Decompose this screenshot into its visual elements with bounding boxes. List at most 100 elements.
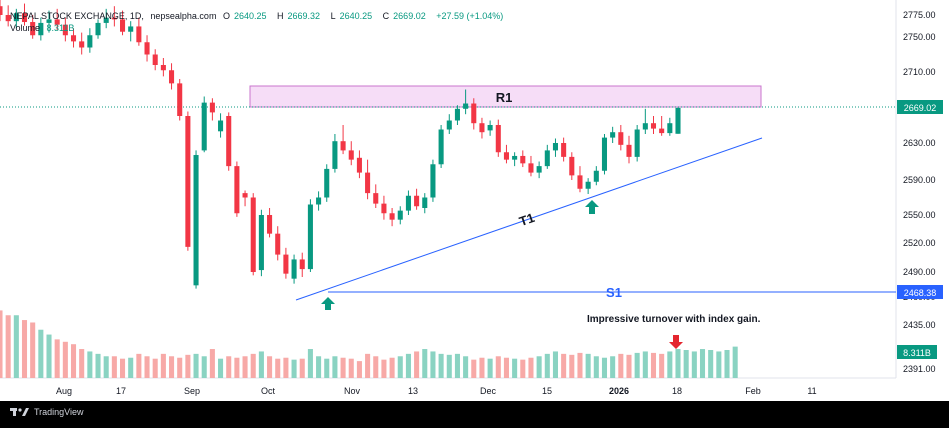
candle-body — [79, 41, 85, 48]
candle-body — [185, 116, 191, 247]
legend-symbol-row: NEPAL STOCK EXCHANGE, 1D, nepsealpha.com… — [10, 10, 507, 22]
volume-tag-label: 8.311B — [903, 348, 931, 358]
candle-body — [634, 129, 640, 157]
last-price-tag — [897, 100, 943, 114]
volume-bar — [732, 346, 738, 378]
candle-body — [405, 195, 411, 211]
volume-bar — [70, 344, 77, 378]
volume-bar — [471, 359, 477, 378]
candle-body — [365, 172, 371, 194]
candle-body — [650, 123, 657, 129]
price-tick-label: 2550.00 — [903, 210, 936, 220]
time-tick-label: 17 — [116, 386, 126, 396]
candle-body — [250, 197, 256, 272]
volume-bar — [119, 358, 126, 378]
down-arrow-icon — [669, 335, 683, 349]
volume-bar — [381, 359, 387, 378]
ohlc-open: O 2640.25 — [222, 11, 267, 21]
candle-body — [463, 103, 469, 109]
volume-bar — [634, 352, 640, 378]
volume-bar — [585, 353, 591, 378]
price-tick-label: 2490.00 — [903, 267, 936, 277]
volume-bar — [299, 358, 305, 378]
candle-body — [610, 132, 616, 138]
volume-bar — [454, 353, 460, 378]
candle-body — [169, 70, 175, 84]
candle-body — [307, 204, 313, 270]
volume-bar — [324, 358, 330, 378]
volume-bar — [291, 359, 297, 378]
volume-bar — [136, 353, 142, 378]
price-tick-label: 2710.00 — [903, 67, 936, 77]
volume-bar — [87, 351, 93, 378]
legend-volume-row: Volume 8.311B — [10, 22, 507, 34]
support-price-tag-label: 2468.38 — [904, 288, 937, 298]
volume-bar — [54, 339, 60, 378]
candle-body — [324, 168, 330, 198]
candle-body — [316, 197, 322, 205]
tradingview-brand[interactable]: TradingView — [10, 407, 84, 417]
price-tick-label: 2750.00 — [903, 32, 936, 42]
time-tick-label: Nov — [344, 386, 361, 396]
volume-bar — [699, 349, 706, 378]
candle-body — [642, 123, 648, 130]
volume-bar — [111, 356, 117, 378]
volume-bar — [642, 351, 648, 378]
last-price-tag-label: 2669.02 — [904, 103, 937, 113]
resistance-zone — [249, 85, 762, 108]
candle-body — [471, 103, 477, 124]
candle-body — [291, 259, 297, 279]
volume-bar — [577, 352, 583, 378]
time-tick-label: 15 — [542, 386, 552, 396]
price-tick-label: 2435.00 — [903, 320, 936, 330]
candle-body — [675, 107, 681, 134]
volume-bar — [193, 353, 199, 378]
candle-body — [536, 166, 542, 173]
ohlc-close: C 2669.02 — [382, 11, 426, 21]
candle-body — [332, 141, 338, 169]
candle-body — [618, 132, 624, 145]
candle-body — [569, 156, 575, 176]
volume-bar — [169, 356, 175, 378]
volume-bar — [675, 349, 681, 378]
volume-bar — [691, 351, 697, 378]
candle-body — [601, 137, 608, 171]
volume-bar — [405, 353, 411, 378]
candle-body — [87, 35, 93, 48]
candle-body — [373, 193, 379, 204]
candle-body — [46, 19, 52, 23]
candle-body — [381, 203, 387, 214]
candle-body — [13, 13, 19, 22]
candle-layer — [0, 0, 681, 289]
candle-body — [593, 170, 599, 182]
price-change: +27.59 (+1.04%) — [436, 11, 504, 21]
time-tick-label: Feb — [745, 386, 761, 396]
candle-body — [218, 120, 224, 132]
volume-bar — [414, 351, 420, 378]
trendline — [295, 137, 763, 301]
volume-bar — [683, 350, 689, 378]
candle-body — [5, 15, 11, 22]
volume-bar — [21, 320, 28, 378]
price-tags: 2669.02 2468.38 8.311B — [897, 100, 943, 359]
candle-body — [585, 181, 591, 189]
volume-bar — [520, 359, 526, 378]
volume-bar — [373, 356, 379, 378]
time-tick-label: 2026 — [609, 386, 629, 396]
price-axis-background — [896, 0, 949, 401]
footer-bar: TradingView — [0, 401, 949, 423]
candle-body — [128, 26, 134, 32]
candle-body — [103, 17, 109, 23]
time-tick-label: Dec — [480, 386, 497, 396]
volume-bar — [667, 351, 673, 378]
time-tick-label: 18 — [672, 386, 682, 396]
volume-bar — [177, 357, 183, 378]
candle-body — [454, 108, 460, 121]
candle-body — [397, 210, 403, 220]
volume-bar — [650, 352, 657, 378]
volume-bar — [430, 351, 436, 378]
volume-bar — [512, 358, 518, 378]
ohlc-high: H 2669.32 — [277, 11, 321, 21]
volume-bar — [610, 356, 616, 378]
